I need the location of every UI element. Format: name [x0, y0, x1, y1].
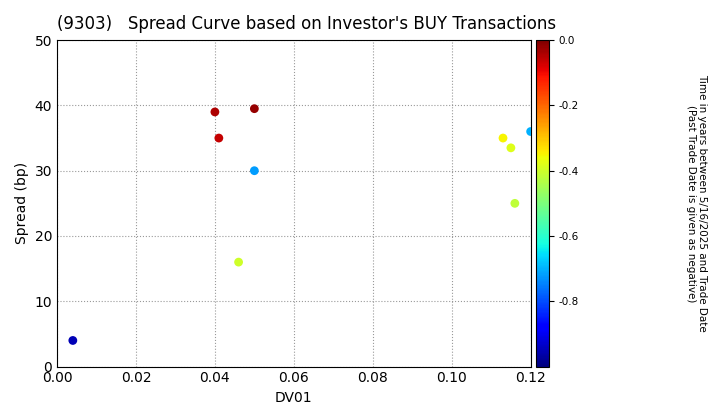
Point — [505, 144, 517, 151]
Point — [213, 135, 225, 142]
Point — [509, 200, 521, 207]
Point — [248, 105, 260, 112]
Y-axis label: Spread (bp): Spread (bp) — [15, 162, 29, 244]
Text: (9303)   Spread Curve based on Investor's BUY Transactions: (9303) Spread Curve based on Investor's … — [57, 15, 556, 33]
Point — [248, 167, 260, 174]
Point — [233, 259, 244, 265]
Point — [498, 135, 509, 142]
Point — [209, 109, 220, 116]
Y-axis label: Time in years between 5/16/2025 and Trade Date
(Past Trade Date is given as nega: Time in years between 5/16/2025 and Trad… — [686, 74, 708, 332]
Point — [67, 337, 78, 344]
Point — [525, 128, 536, 135]
X-axis label: DV01: DV01 — [275, 391, 312, 405]
